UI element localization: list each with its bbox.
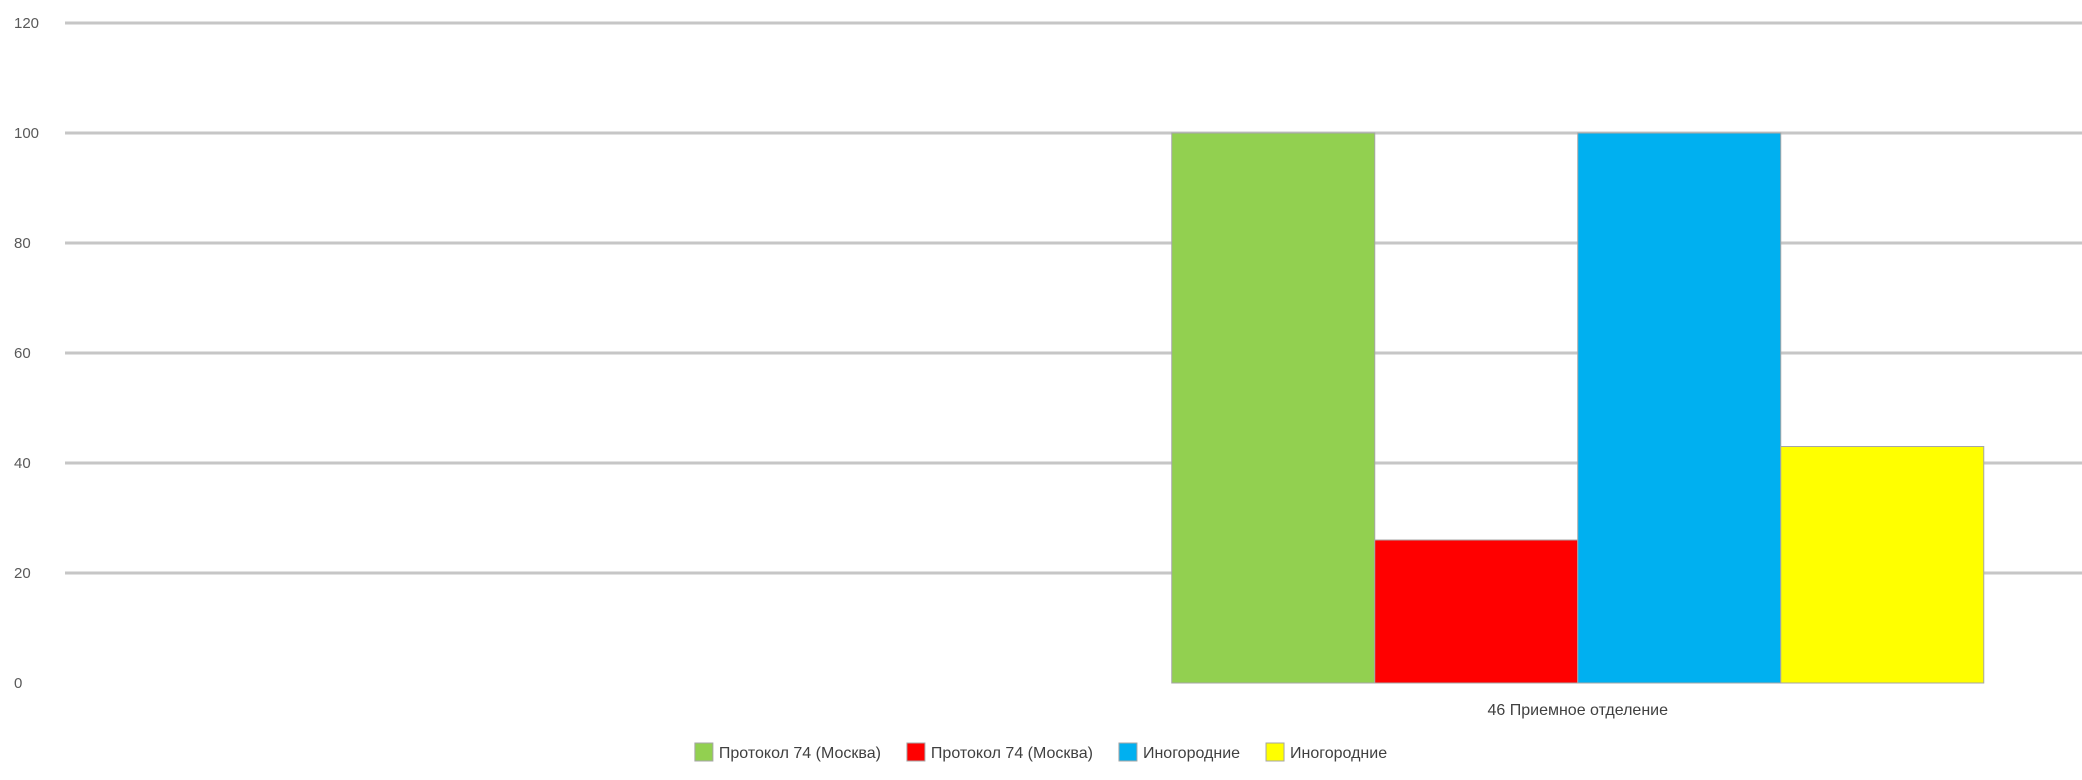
legend-label: Иногородние <box>1290 745 1387 762</box>
y-tick-label: 120 <box>14 15 39 32</box>
y-tick-label: 0 <box>14 675 22 692</box>
legend-swatch <box>906 742 926 762</box>
bar <box>1374 539 1579 684</box>
y-tick-label: 20 <box>14 565 31 582</box>
legend-label: Иногородние <box>1143 745 1240 762</box>
legend-swatch <box>694 742 714 762</box>
legend-label: Протокол 74 (Москва) <box>719 745 881 762</box>
bar <box>1780 446 1985 684</box>
bar <box>1171 132 1376 684</box>
legend-item: Иногородние <box>1118 742 1240 762</box>
x-tick-label: 46 Приемное отделение <box>1487 702 1668 719</box>
legend-item: Протокол 74 (Москва) <box>906 742 1093 762</box>
y-tick-label: 40 <box>14 455 31 472</box>
legend-swatch <box>1118 742 1138 762</box>
legend-item: Иногородние <box>1265 742 1387 762</box>
legend: Протокол 74 (Москва) Протокол 74 (Москва)… <box>694 742 1387 762</box>
bar <box>1577 132 1782 684</box>
legend-label: Протокол 74 (Москва) <box>931 745 1093 762</box>
legend-item: Протокол 74 (Москва) <box>694 742 881 762</box>
y-tick-label: 100 <box>14 125 39 142</box>
y-tick-label: 60 <box>14 345 31 362</box>
legend-swatch <box>1265 742 1285 762</box>
y-tick-label: 80 <box>14 235 31 252</box>
